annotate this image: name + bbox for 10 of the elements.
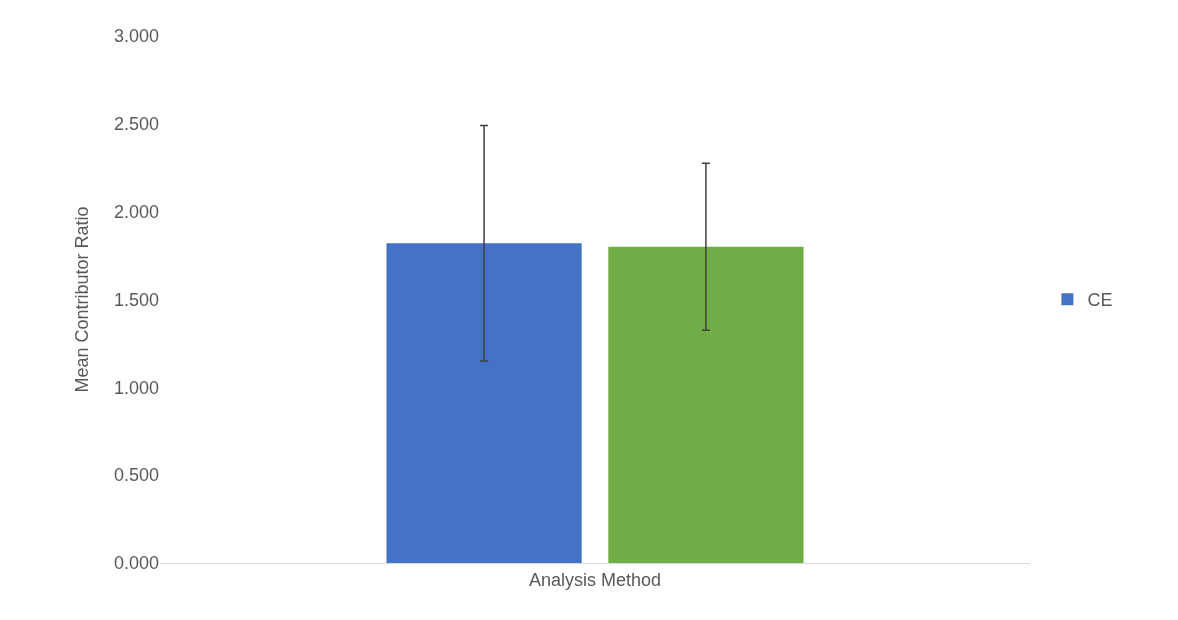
y-tick-label: 2.000 bbox=[113, 201, 159, 222]
y-tick-label: 0.000 bbox=[113, 553, 159, 574]
x-axis-title: Analysis Method bbox=[528, 569, 662, 590]
y-tick-label: 3.000 bbox=[113, 26, 159, 47]
y-tick-label: 0.500 bbox=[113, 465, 159, 486]
legend-label: CE bbox=[1087, 290, 1113, 311]
y-tick-label: 1.500 bbox=[113, 289, 159, 310]
y-tick-label: 1.000 bbox=[113, 377, 159, 398]
y-tick-label: 2.500 bbox=[113, 114, 159, 135]
y-axis-title: Mean Contributor Ratio bbox=[72, 206, 93, 393]
